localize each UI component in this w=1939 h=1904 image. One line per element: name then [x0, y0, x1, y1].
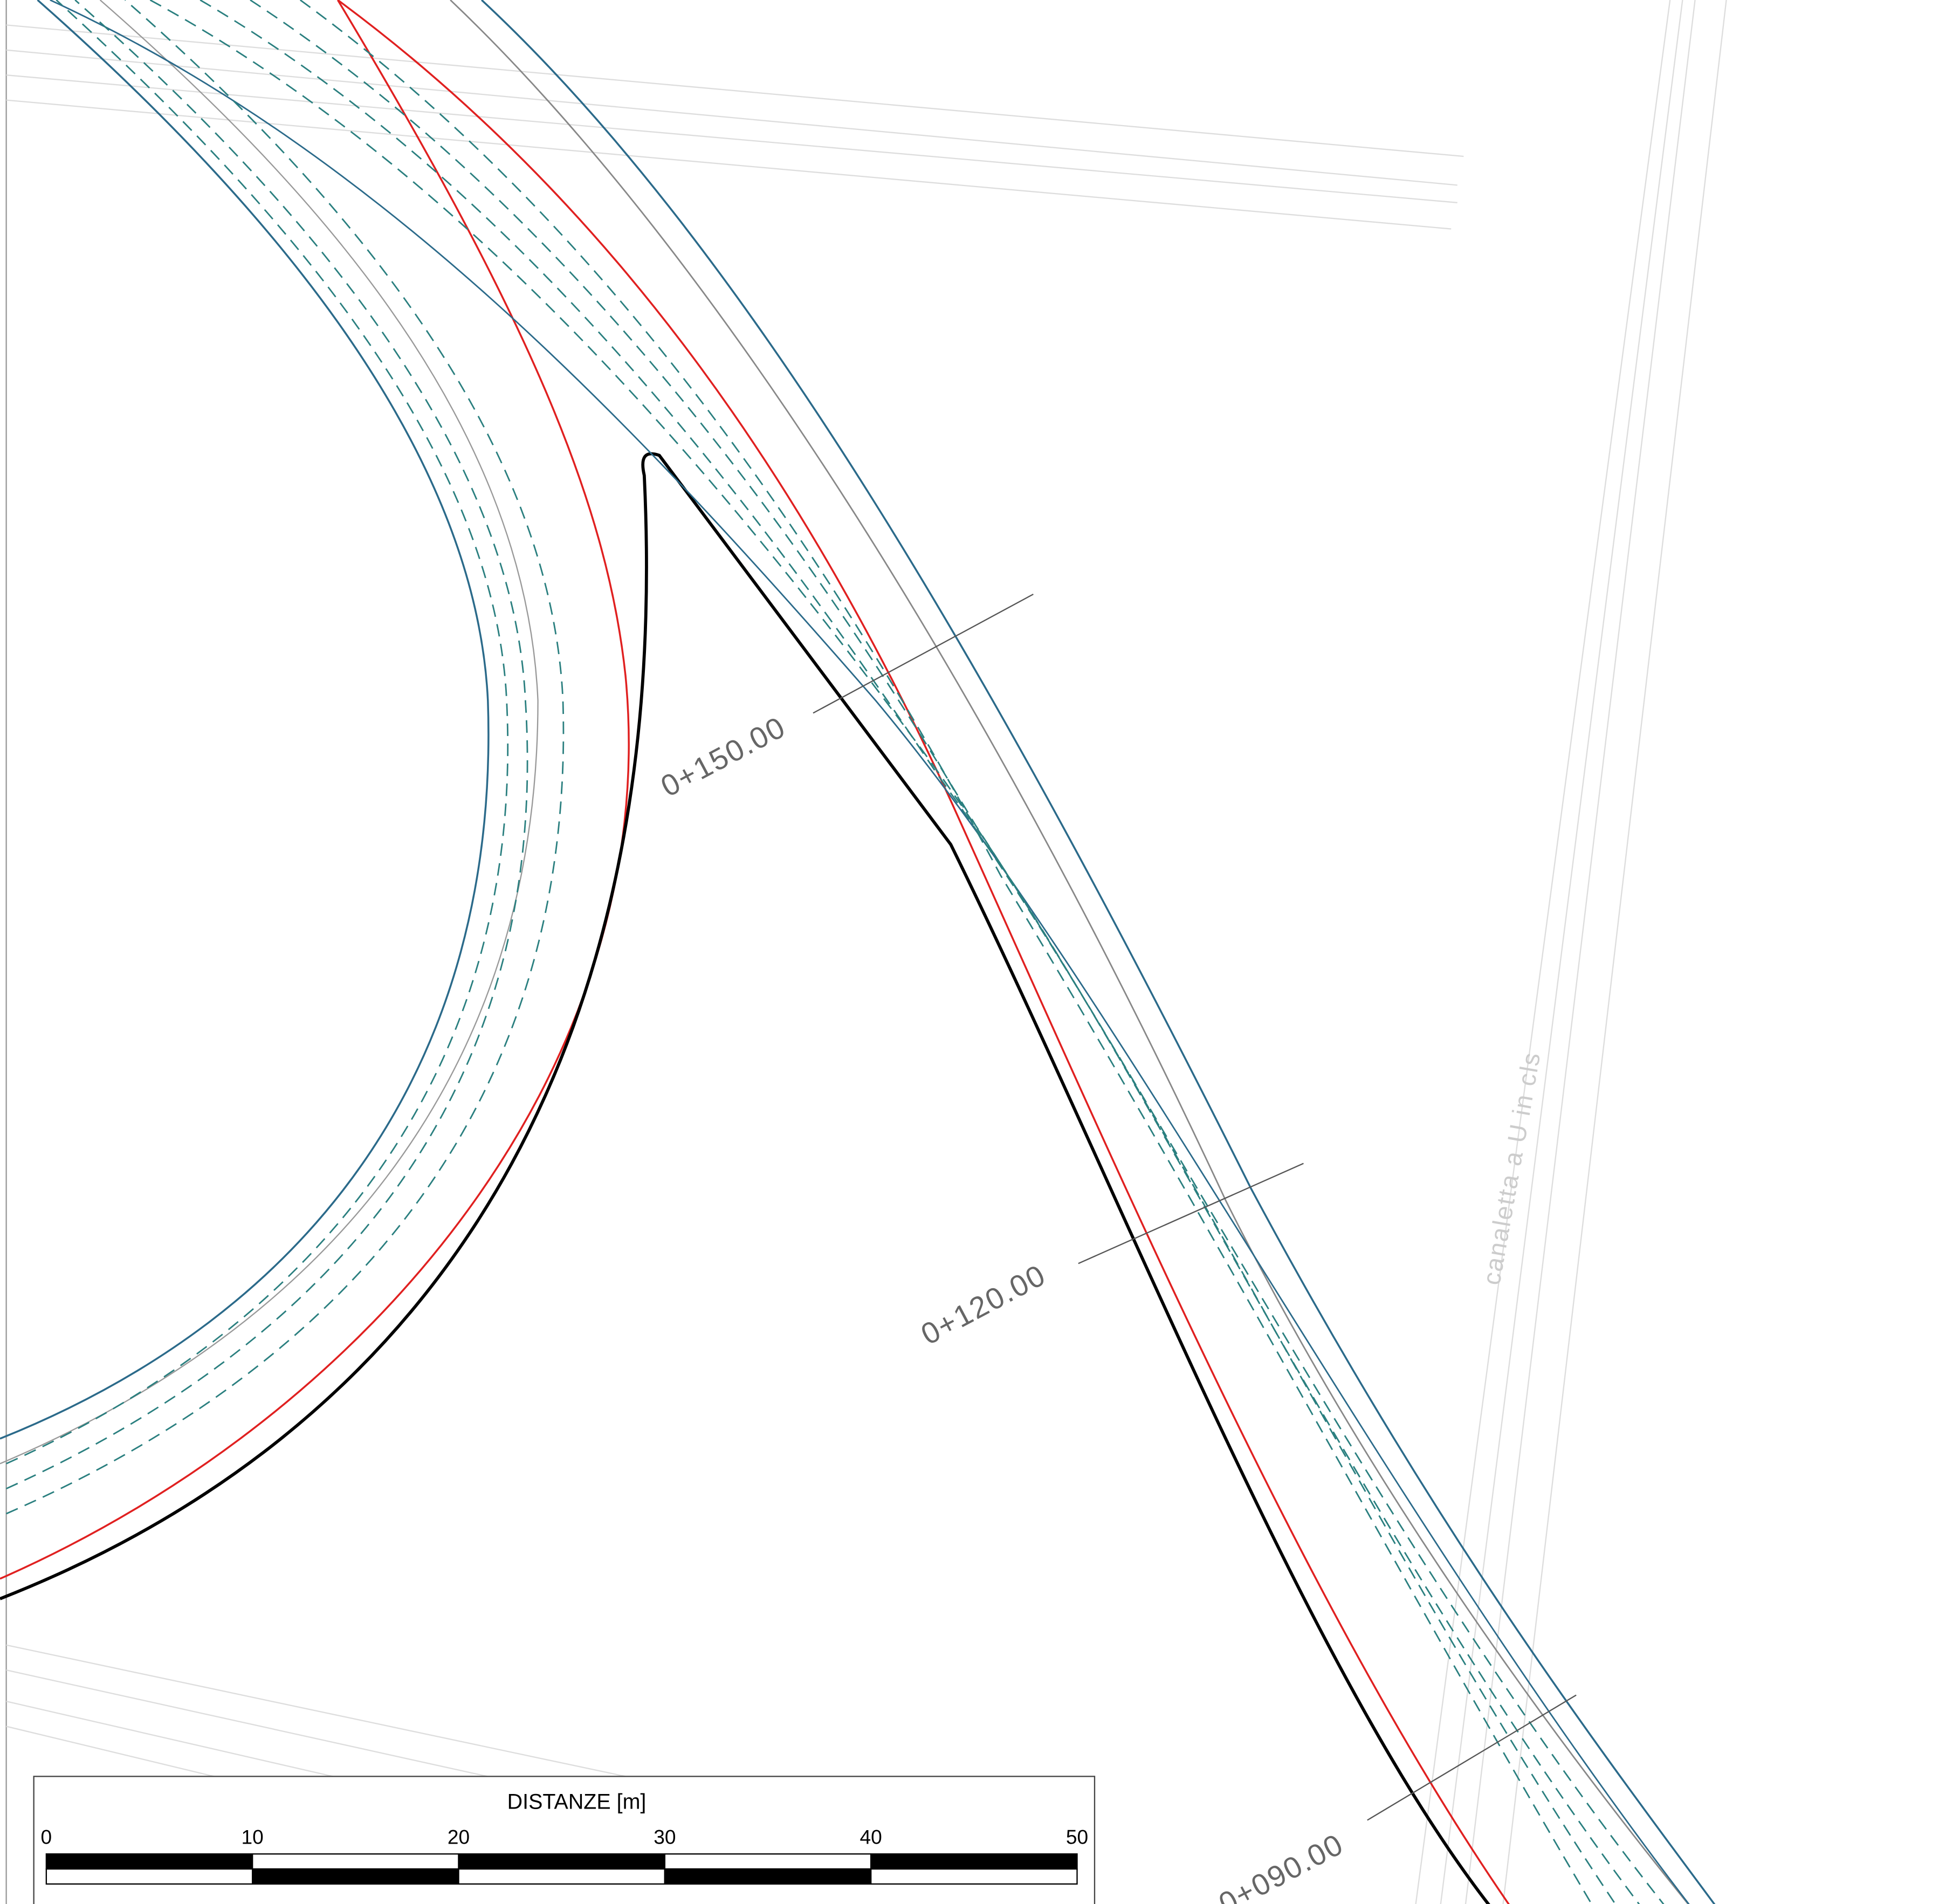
chainage-line	[1078, 1163, 1304, 1264]
scale-segment	[45, 1853, 253, 1870]
scale-tick-label: 30	[654, 1826, 676, 1848]
scale-segment	[664, 1853, 872, 1870]
scale-tick-label: 10	[242, 1826, 264, 1848]
scale-segment	[664, 1868, 872, 1885]
scale-tick-label: 0	[41, 1826, 52, 1848]
chainage-line	[1367, 1694, 1577, 1821]
scale-tick-label: 50	[1066, 1826, 1088, 1848]
scale-bar: DISTANZE [m] 0 10 20 30 40 50	[33, 1776, 1096, 1904]
road-edges	[0, 0, 1716, 1904]
scale-segment	[870, 1853, 1078, 1870]
hatch	[6, 0, 1665, 1904]
scale-segment	[458, 1853, 666, 1870]
scale-title: DISTANZE [m]	[507, 1790, 647, 1814]
scale-tick-label: 20	[448, 1826, 470, 1848]
scale-segment	[252, 1868, 459, 1885]
scale-segment	[45, 1868, 253, 1885]
scale-segment	[870, 1868, 1078, 1885]
scale-tick-label: 40	[860, 1826, 882, 1848]
background-lines	[6, 0, 1727, 1904]
scale-segment	[252, 1853, 459, 1870]
scale-segment	[458, 1868, 666, 1885]
chainage-line	[813, 593, 1034, 714]
